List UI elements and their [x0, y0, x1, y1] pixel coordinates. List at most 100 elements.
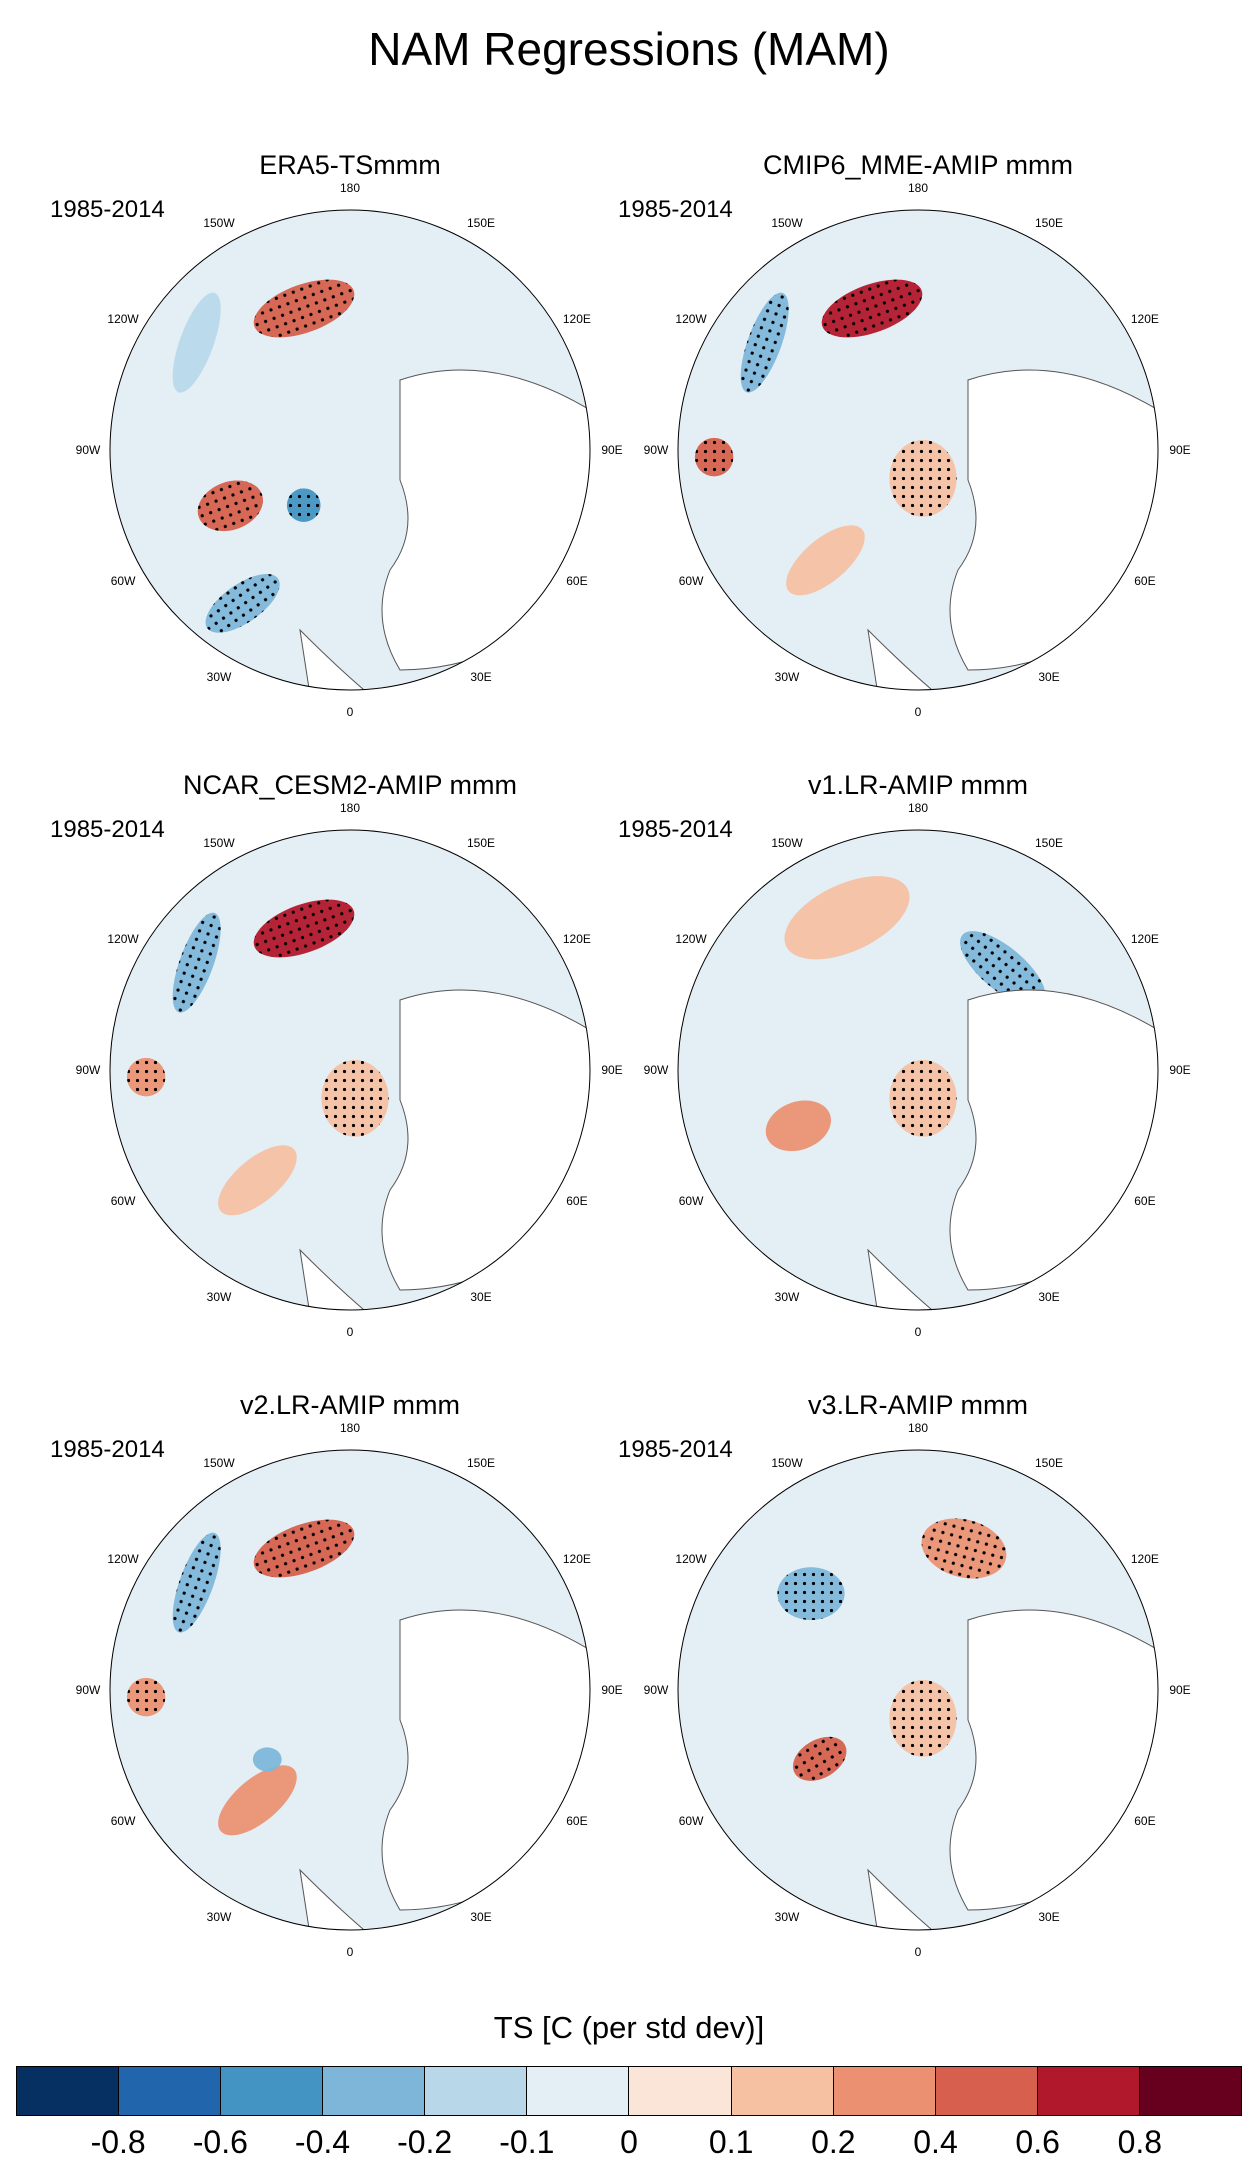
- longitude-label: 30W: [207, 670, 232, 684]
- africa-landmass: [299, 1248, 372, 1310]
- longitude-label: 120E: [1131, 932, 1159, 946]
- longitude-label: 30W: [207, 1910, 232, 1924]
- longitude-label: 180: [340, 181, 360, 195]
- eurasia-landmass: [381, 1609, 590, 1911]
- longitude-label: 30W: [775, 1290, 800, 1304]
- longitude-label: 0: [915, 1945, 922, 1959]
- polar-map-v3: 180 150E 120E 90E 60E 30E 0 30W 60W 90W 120W 150W: [644, 1421, 1191, 1959]
- longitude-label: 30E: [470, 670, 491, 684]
- colorbar-swatch: [17, 2067, 120, 2115]
- anomaly-region: [252, 1747, 282, 1772]
- longitude-label: 60W: [111, 574, 136, 588]
- longitude-label: 60E: [1134, 1814, 1155, 1828]
- polar-map-era5: 180 150E 120E 90E 60E 30E 0 30W 60W 90W 120W 150W: [76, 181, 623, 719]
- polar-map-cesm2: 180 150E 120E 90E 60E 30E 0 30W 60W 90W 120W 150W: [76, 801, 623, 1339]
- map-boundary: [677, 1449, 1159, 1931]
- longitude-label: 120W: [675, 312, 707, 326]
- longitude-label: 90E: [1169, 1683, 1190, 1697]
- colorbar-tick-label: 0.4: [913, 2124, 958, 2160]
- longitude-label: 180: [340, 801, 360, 815]
- panel-cmip6: CMIP6_MME-AMIP mmm 1985-2014 180 150E 120E…: [618, 150, 1198, 719]
- colorbar-swatch: [323, 2067, 426, 2115]
- longitude-label: 90E: [601, 1683, 622, 1697]
- longitude-label: 30W: [775, 670, 800, 684]
- significance-stipple: [286, 488, 321, 522]
- colorbar-swatch: [1037, 2067, 1140, 2115]
- longitude-label: 90W: [644, 1683, 669, 1697]
- longitude-label: 30E: [1038, 670, 1059, 684]
- longitude-label: 120E: [563, 932, 591, 946]
- panel-period: 1985-2014: [50, 1436, 165, 1463]
- africa-landmass: [867, 1868, 940, 1930]
- panel-period: 1985-2014: [618, 1436, 733, 1463]
- africa-landmass: [299, 628, 372, 690]
- longitude-label: 90W: [644, 443, 669, 457]
- longitude-label: 90W: [76, 1683, 101, 1697]
- panel-title: v3.LR-AMIP mmm: [807, 1390, 1029, 1420]
- longitude-label: 120E: [1131, 312, 1159, 326]
- significance-stipple: [777, 1567, 845, 1621]
- longitude-label: 150W: [203, 1456, 235, 1470]
- longitude-label: 60W: [111, 1814, 136, 1828]
- longitude-label: 150E: [1035, 836, 1063, 850]
- panel-title: CMIP6_MME-AMIP mmm: [762, 150, 1073, 180]
- longitude-label: 180: [908, 1421, 928, 1435]
- colorbar-swatch: [629, 2067, 732, 2115]
- colorbar-tick-label: 0.1: [708, 2124, 754, 2160]
- longitude-label: 150E: [467, 836, 495, 850]
- longitude-label: 120W: [675, 932, 707, 946]
- africa-landmass: [867, 628, 940, 690]
- panel-title: v1.LR-AMIP mmm: [807, 770, 1029, 800]
- colorbar-tick-label: 0.8: [1117, 2124, 1163, 2160]
- significance-stipple: [889, 1679, 957, 1757]
- longitude-label: 0: [915, 705, 922, 719]
- map-boundary: [109, 1449, 591, 1931]
- longitude-label: 60W: [679, 1814, 704, 1828]
- map-boundary: [109, 829, 591, 1311]
- colorbar-title: TS [C (per std dev)]: [493, 2010, 765, 2045]
- longitude-label: 150W: [771, 1456, 803, 1470]
- significance-stipple: [889, 439, 957, 517]
- colorbar-tick-label: -0.6: [192, 2124, 248, 2160]
- longitude-label: 120W: [107, 312, 139, 326]
- colorbar-tick-label: -0.2: [397, 2124, 453, 2160]
- longitude-label: 180: [340, 1421, 360, 1435]
- africa-landmass: [299, 1868, 372, 1930]
- eurasia-landmass: [381, 989, 590, 1291]
- longitude-label: 60W: [679, 574, 704, 588]
- longitude-label: 120W: [107, 932, 139, 946]
- panel-v1: v1.LR-AMIP mmm 1985-2014 180 150E 120E 90E 6…: [618, 770, 1198, 1339]
- map-boundary: [677, 829, 1159, 1311]
- colorbar-swatch: [731, 2067, 834, 2115]
- significance-stipple: [694, 437, 734, 477]
- significance-stipple: [253, 899, 355, 958]
- panel-cesm2: NCAR_CESM2-AMIP mmm 1985-2014 180 150E 120…: [50, 770, 630, 1339]
- panel-v2: v2.LR-AMIP mmm 1985-2014 180 150E 120E 90E 6…: [50, 1390, 630, 1959]
- longitude-label: 120E: [1131, 1552, 1159, 1566]
- panel-era5: ERA5-TSmmm 1985-2014 180 150E 120E 90E 60E 30…: [50, 150, 630, 719]
- longitude-label: 60E: [566, 1814, 587, 1828]
- longitude-label: 90E: [1169, 443, 1190, 457]
- colorbar-tick-label: 0.2: [811, 2124, 856, 2160]
- longitude-label: 60E: [566, 574, 587, 588]
- eurasia-landmass: [381, 369, 590, 671]
- map-boundary: [109, 209, 591, 691]
- anomaly-region: [172, 292, 221, 393]
- longitude-label: 60E: [1134, 1194, 1155, 1208]
- panel-title: v2.LR-AMIP mmm: [239, 1390, 461, 1420]
- colorbar-swatch: [425, 2067, 528, 2115]
- longitude-label: 180: [908, 801, 928, 815]
- significance-stipple: [889, 1059, 957, 1137]
- panel-period: 1985-2014: [50, 196, 165, 223]
- longitude-label: 90W: [76, 1063, 101, 1077]
- longitude-label: 120E: [563, 312, 591, 326]
- polar-map-cmip6: 180 150E 120E 90E 60E 30E 0 30W 60W 90W 120W 150W: [644, 181, 1191, 719]
- longitude-label: 120W: [675, 1552, 707, 1566]
- colorbar-tick-label: 0.6: [1015, 2124, 1060, 2160]
- longitude-label: 150W: [771, 836, 803, 850]
- significance-stipple: [921, 1518, 1007, 1579]
- significance-stipple: [740, 292, 789, 393]
- panel-v3: v3.LR-AMIP mmm 1985-2014 180 150E 120E 90E 6…: [618, 1390, 1198, 1959]
- anomaly-region: [784, 876, 910, 960]
- colorbar-tick-label: -0.8: [90, 2124, 146, 2160]
